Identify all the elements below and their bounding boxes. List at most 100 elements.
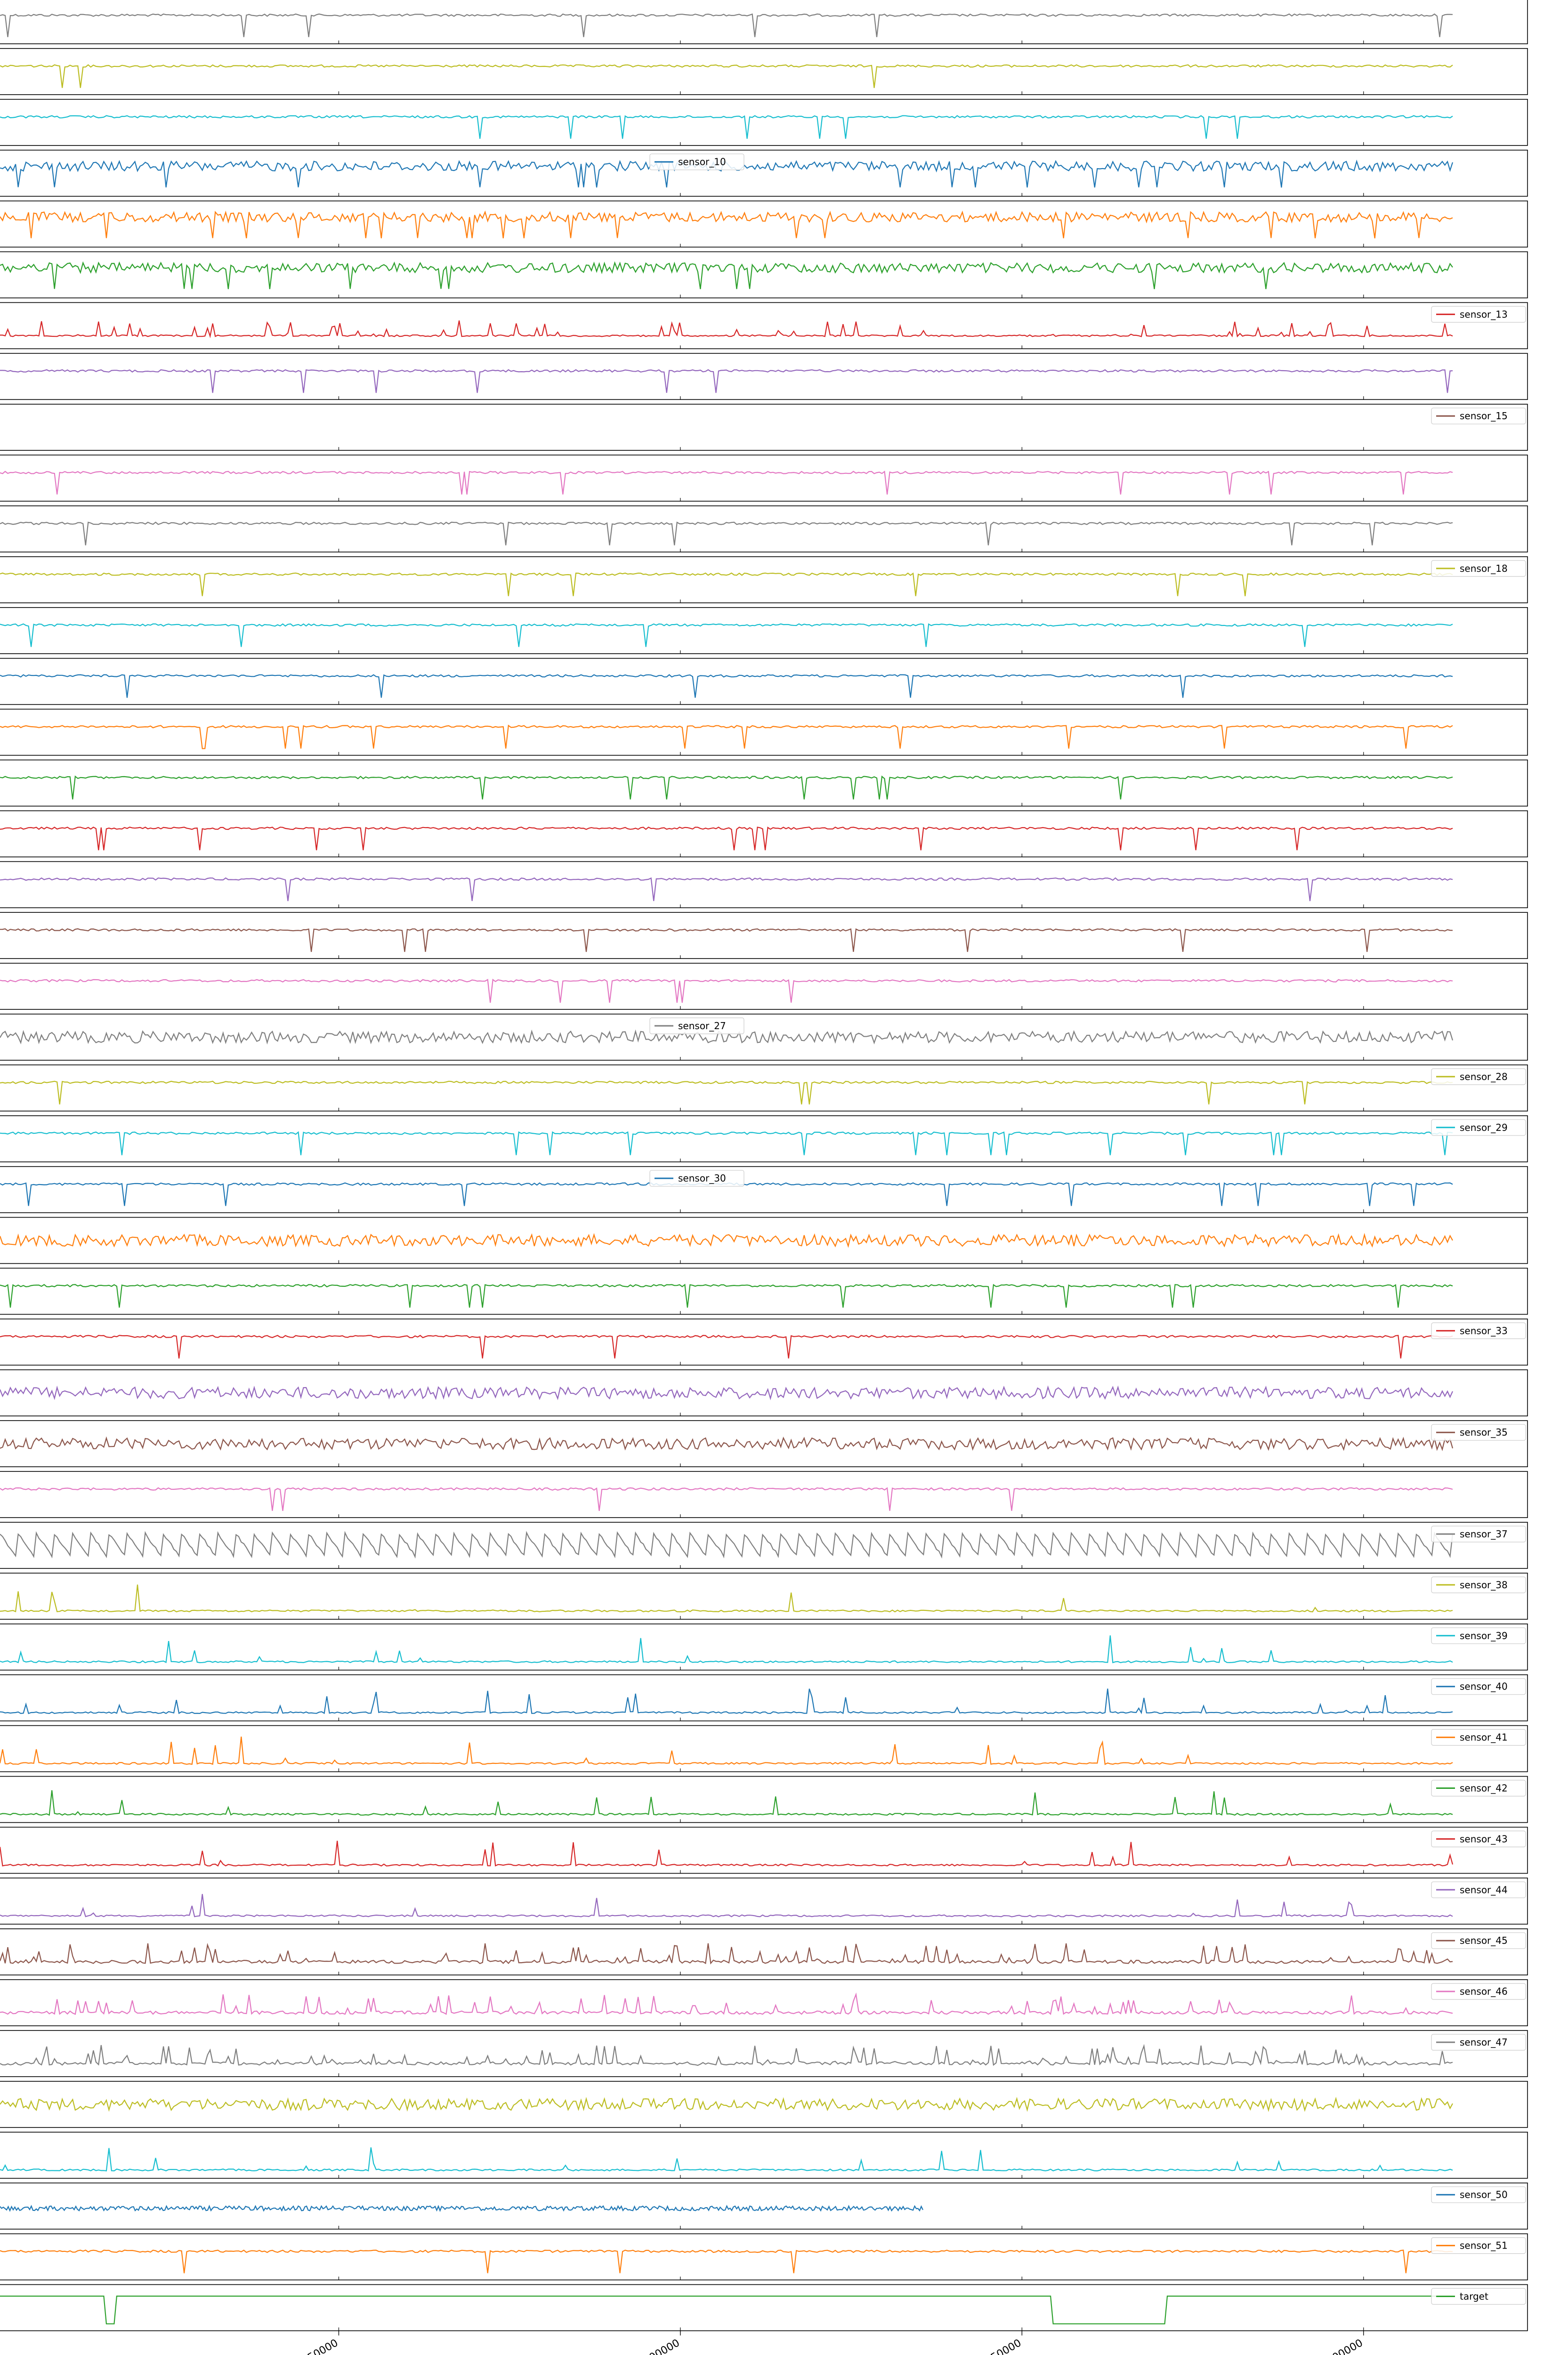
sensor-panel	[0, 912, 1528, 959]
legend-label: sensor_38	[1460, 1579, 1508, 1591]
legend-box	[1431, 407, 1526, 424]
legend-box	[1431, 560, 1526, 577]
legend: sensor_47	[1431, 2034, 1526, 2051]
sensor-panel	[0, 810, 1528, 858]
panel-frame	[0, 455, 1528, 502]
legend-box	[1431, 1119, 1526, 1136]
legend-box	[649, 1170, 744, 1187]
panel-frame	[0, 1573, 1528, 1620]
legend-label: sensor_42	[1460, 1783, 1508, 1794]
legend-label: sensor_44	[1460, 1884, 1508, 1895]
sensor-panel: sensor_13	[0, 302, 1528, 349]
panel-frame	[0, 2284, 1528, 2331]
legend-box	[1431, 1779, 1526, 1797]
chart-panels: sensor_10 sensor_13 sensor_15 sensor_18sens…	[0, 0, 1528, 2331]
sensor-panel: sensor_18	[0, 556, 1528, 603]
series-line	[0, 928, 1453, 952]
legend: sensor_38	[1431, 1576, 1526, 1593]
sensor-panel: sensor_43	[0, 1827, 1528, 1874]
sensor-panel	[0, 2131, 1528, 2179]
panel-frame	[0, 302, 1528, 349]
panel-frame	[0, 1267, 1528, 1315]
legend: sensor_18	[1431, 560, 1526, 577]
panel-frame	[0, 1318, 1528, 1366]
legend-box	[1431, 1932, 1526, 1949]
legend-box	[1431, 2186, 1526, 2203]
legend-box	[1431, 1983, 1526, 2000]
legend: sensor_43	[1431, 1830, 1526, 1847]
panel-frame	[0, 1928, 1528, 1975]
panel-frame	[0, 1674, 1528, 1722]
x-axis: 50000 100000 150000 200000	[306, 2331, 1365, 2355]
legend-label: sensor_39	[1460, 1630, 1508, 1641]
legend: target	[1431, 2288, 1526, 2305]
legend-box	[1431, 1830, 1526, 1847]
legend-box	[1431, 1526, 1526, 1543]
legend: sensor_40	[1431, 1678, 1526, 1695]
legend-box	[1431, 1678, 1526, 1695]
legend: sensor_33	[1431, 1322, 1526, 1339]
series-line	[0, 2044, 1453, 2066]
sensor-panel	[0, 1471, 1528, 1518]
legend: sensor_41	[1431, 1729, 1526, 1746]
panel-frame	[0, 556, 1528, 603]
series-line	[0, 1233, 1453, 1248]
series-line	[0, 1531, 1454, 1559]
legend: sensor_27	[649, 1017, 744, 1034]
legend-label: sensor_51	[1460, 2240, 1508, 2251]
legend-box	[649, 154, 744, 171]
sensor-panel: target	[0, 2284, 1528, 2331]
sensor-panel	[0, 0, 1528, 44]
series-line	[0, 572, 1453, 596]
panel-frame	[0, 912, 1528, 959]
series-line	[0, 1841, 1454, 1867]
legend-label: sensor_40	[1460, 1681, 1508, 1692]
panel-frame	[0, 1064, 1528, 1112]
panel-frame	[0, 0, 1528, 44]
sensor-panel	[0, 607, 1528, 654]
legend: sensor_50	[1431, 2186, 1526, 2203]
legend-box	[1431, 1322, 1526, 1339]
sensor-panel: sensor_27	[0, 1014, 1528, 1061]
legend-label: sensor_47	[1460, 2037, 1508, 2048]
series-line	[0, 2147, 1453, 2172]
legend-label: sensor_27	[678, 1020, 726, 1031]
series-line	[0, 1736, 1453, 1765]
panel-frame	[0, 759, 1528, 807]
panel-frame	[0, 1166, 1528, 1213]
series-line	[0, 320, 1453, 339]
sensor-panel: sensor_47	[0, 2030, 1528, 2077]
sensor-panel: sensor_29	[0, 1115, 1528, 1162]
panel-frame	[0, 353, 1528, 400]
panel-frame	[0, 658, 1528, 705]
panel-frame	[0, 2030, 1528, 2077]
legend: sensor_28	[1431, 1068, 1526, 1085]
panel-frame	[0, 1827, 1528, 1874]
series-line	[0, 1689, 1453, 1714]
sensor-panel	[0, 48, 1528, 95]
panel-frame	[0, 708, 1528, 756]
x-tick-label: 50000	[306, 2337, 340, 2355]
series-line	[0, 1635, 1453, 1664]
series-line	[0, 521, 1453, 545]
series-line	[0, 1080, 1453, 1104]
legend-label: target	[1460, 2291, 1488, 2302]
series-line	[0, 623, 1453, 647]
legend-box	[1431, 2237, 1526, 2254]
sensor-panel: sensor_38	[0, 1573, 1528, 1620]
series-line	[0, 64, 1453, 88]
series-line	[0, 1992, 1453, 2015]
series-line	[0, 775, 1453, 800]
sensor-panel: sensor_40	[0, 1674, 1528, 1722]
series-line	[0, 471, 1453, 495]
legend-box	[1431, 1068, 1526, 1085]
x-tick-label: 100000	[642, 2337, 682, 2355]
sensor-panel: sensor_15	[0, 404, 1528, 451]
panel-frame	[0, 1624, 1528, 1671]
legend-label: sensor_15	[1460, 410, 1508, 422]
series-line	[0, 1334, 1453, 1359]
legend-label: sensor_37	[1460, 1528, 1508, 1540]
sensor-panel: sensor_44	[0, 1877, 1528, 1925]
series-line	[0, 261, 1453, 289]
